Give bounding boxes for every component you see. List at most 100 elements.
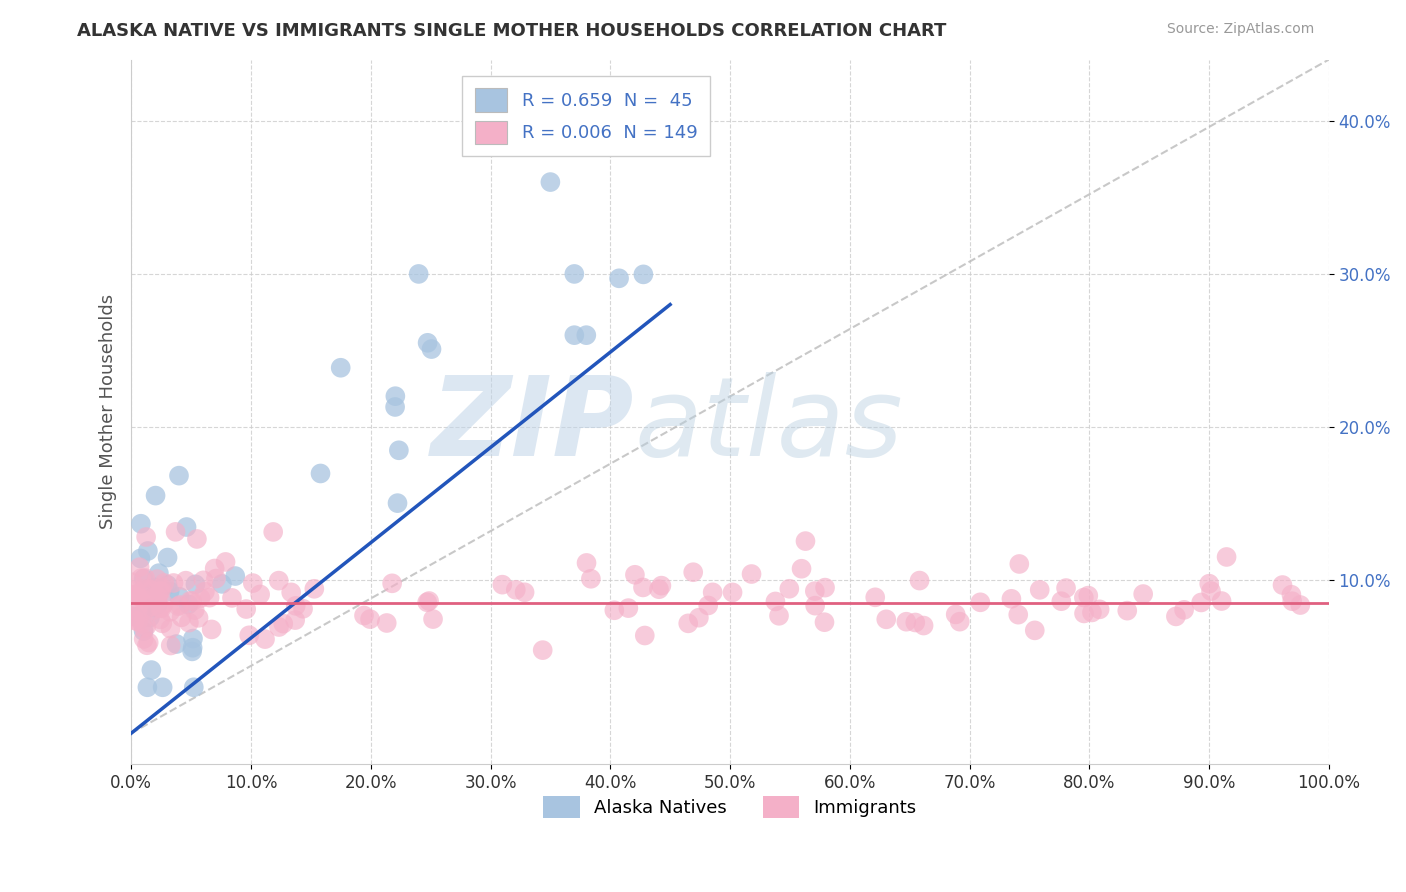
Point xyxy=(384,400,406,414)
Point xyxy=(124,614,146,628)
Point xyxy=(1279,588,1302,602)
Point xyxy=(1000,591,1022,606)
Point xyxy=(187,611,209,625)
Point xyxy=(912,618,935,632)
Point xyxy=(198,591,221,605)
Point xyxy=(267,620,290,634)
Point xyxy=(127,588,149,602)
Point xyxy=(904,615,927,630)
Point xyxy=(221,591,243,605)
Point xyxy=(152,680,174,694)
Point xyxy=(136,680,159,694)
Point xyxy=(149,584,172,599)
Point xyxy=(741,567,763,582)
Point xyxy=(132,572,155,586)
Point xyxy=(150,601,173,615)
Point xyxy=(648,582,671,597)
Point xyxy=(211,577,233,591)
Point xyxy=(603,603,626,617)
Point xyxy=(896,615,918,629)
Point xyxy=(149,601,172,615)
Point xyxy=(194,584,217,599)
Point xyxy=(174,574,197,588)
Point xyxy=(804,599,827,613)
Point xyxy=(863,591,886,605)
Point xyxy=(201,623,224,637)
Point xyxy=(309,467,332,481)
Point xyxy=(205,572,228,586)
Point xyxy=(375,615,398,630)
Point xyxy=(1024,624,1046,638)
Point xyxy=(127,599,149,614)
Point xyxy=(262,524,284,539)
Point xyxy=(329,360,352,375)
Point xyxy=(181,594,204,608)
Point xyxy=(650,579,672,593)
Point xyxy=(271,616,294,631)
Point xyxy=(146,590,169,604)
Point xyxy=(765,594,787,608)
Point xyxy=(135,530,157,544)
Point xyxy=(422,612,444,626)
Point xyxy=(768,608,790,623)
Point xyxy=(253,632,276,646)
Point xyxy=(1215,549,1237,564)
Point xyxy=(136,638,159,652)
Point xyxy=(167,468,190,483)
Point xyxy=(513,585,536,599)
Point xyxy=(177,615,200,630)
Point xyxy=(280,585,302,599)
Point xyxy=(145,489,167,503)
Point xyxy=(169,590,191,604)
Point xyxy=(814,581,837,595)
Point xyxy=(148,566,170,581)
Point xyxy=(132,632,155,646)
Point xyxy=(1116,604,1139,618)
Point xyxy=(152,597,174,611)
Point xyxy=(1281,594,1303,608)
Point xyxy=(1289,598,1312,612)
Point xyxy=(127,615,149,629)
Point xyxy=(1164,609,1187,624)
Point xyxy=(359,612,381,626)
Point xyxy=(204,561,226,575)
Point xyxy=(181,632,204,646)
Point xyxy=(1173,603,1195,617)
Text: ZIP: ZIP xyxy=(430,372,634,479)
Point xyxy=(387,496,409,510)
Point xyxy=(794,534,817,549)
Point xyxy=(562,328,585,343)
Point xyxy=(153,576,176,591)
Point xyxy=(416,595,439,609)
Legend: Alaska Natives, Immigrants: Alaska Natives, Immigrants xyxy=(536,789,924,825)
Point xyxy=(1077,589,1099,603)
Point xyxy=(141,583,163,598)
Point xyxy=(381,576,404,591)
Point xyxy=(235,602,257,616)
Point xyxy=(284,613,307,627)
Point xyxy=(1271,578,1294,592)
Point xyxy=(353,608,375,623)
Point xyxy=(267,574,290,588)
Point xyxy=(142,600,165,615)
Point xyxy=(1054,581,1077,595)
Point xyxy=(418,594,440,608)
Point xyxy=(193,574,215,588)
Point xyxy=(420,342,443,356)
Point xyxy=(875,612,897,626)
Point xyxy=(131,616,153,631)
Point xyxy=(177,598,200,612)
Point xyxy=(531,643,554,657)
Point xyxy=(631,581,654,595)
Point xyxy=(607,271,630,285)
Point xyxy=(134,571,156,585)
Y-axis label: Single Mother Households: Single Mother Households xyxy=(100,294,117,529)
Point xyxy=(150,580,173,594)
Point xyxy=(169,598,191,612)
Point xyxy=(142,591,165,605)
Point xyxy=(634,628,657,642)
Point xyxy=(1088,602,1111,616)
Point xyxy=(688,610,710,624)
Point xyxy=(149,612,172,626)
Point xyxy=(945,607,967,622)
